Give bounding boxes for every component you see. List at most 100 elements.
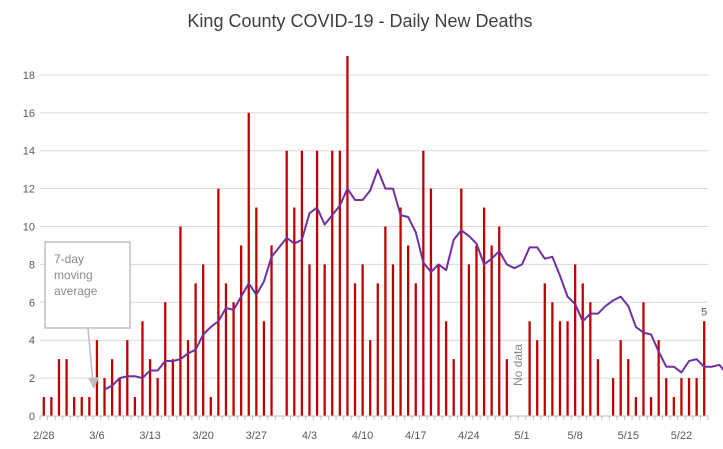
bar [65,359,68,416]
y-tick-label: 6 [29,297,35,309]
bar [209,397,212,416]
bar [224,283,228,416]
bar [528,321,531,416]
bar [338,150,341,416]
bar [399,207,402,416]
x-tick-label: 3/27 [246,430,267,442]
bar [50,397,53,416]
bar [369,340,372,416]
bar [247,112,250,417]
bar [217,188,220,416]
last-value-label: 5 [701,306,707,318]
bar [414,283,417,416]
x-tick-label: 4/10 [352,430,373,442]
bar [627,359,630,416]
y-tick-label: 0 [29,411,35,423]
x-tick-label: 4/24 [458,430,479,442]
bar [300,150,304,416]
bar [141,321,144,416]
bar [687,378,691,416]
bar [232,302,235,416]
bar [649,397,653,416]
bar [634,397,638,416]
bar [703,321,706,416]
bar [308,264,311,416]
moving-average-callout-box [44,241,131,329]
bar [315,150,319,416]
y-tick-label: 14 [23,146,35,158]
y-tick-label: 18 [23,70,35,82]
moving-average-callout-text: 7-day [54,252,84,266]
y-tick-label: 16 [23,108,35,120]
x-tick-label: 5/8 [568,430,583,442]
callout-arrowhead [88,377,99,389]
bar [179,226,182,416]
annotations: 7-day moving average No data 5 [44,241,707,389]
bar [589,302,592,416]
x-tick-label: 4/17 [405,430,426,442]
bar [285,150,288,416]
x-tick-label: 5/22 [671,430,692,442]
bar [505,359,508,416]
bar [611,378,615,416]
bar [171,359,174,416]
gridlines [40,74,708,379]
bar [346,55,349,416]
bar [407,245,410,416]
bar [467,264,471,416]
bar [384,226,387,416]
bar [361,264,364,416]
bar [444,321,448,416]
bar [558,321,562,416]
bar-series [42,55,706,417]
bar [186,340,190,416]
bar [88,397,91,416]
bar [73,397,76,416]
y-tick-label: 10 [23,222,35,234]
bar [323,264,326,416]
y-tick-label: 4 [29,335,35,347]
bar [262,321,266,416]
bar [680,378,683,416]
bar [429,188,433,416]
y-tick-label: 12 [23,184,35,196]
bar [665,378,668,416]
bar [482,207,486,416]
bar [110,359,114,416]
bar [475,245,478,416]
bar [498,226,501,416]
bar [566,321,569,416]
x-tick-label: 2/28 [33,430,54,442]
x-tick-label: 3/20 [192,430,213,442]
moving-average-callout-text: average [54,284,98,298]
y-tick-label: 2 [29,373,35,385]
bar [490,245,493,416]
bar [255,207,258,416]
y-tick-label: 8 [29,259,35,271]
x-tick-label: 5/1 [514,430,529,442]
bar [80,397,83,416]
bar [672,397,675,416]
x-tick-label: 5/15 [618,430,639,442]
bar [657,340,660,416]
bar [581,283,584,416]
x-tick-label: 3/13 [139,430,160,442]
no-data-label: No data [511,344,525,386]
bar [422,150,425,416]
axes: 0 2 4 6 8 10 12 14 16 18 2/28 3/6 3/13 3/20 3/27 4/3 4/1… [23,70,709,442]
bar [551,302,554,416]
callout-pointer [87,327,94,385]
x-tick-label: 3/6 [89,430,104,442]
bar [293,207,296,416]
bar [133,397,137,416]
bar [270,245,273,416]
bar [202,264,205,416]
chart-title: King County COVID-19 - Daily New Deaths [187,11,532,31]
bar [695,378,698,416]
bar [118,378,121,416]
bar [164,302,167,416]
bar [452,359,455,416]
bar [543,283,546,416]
